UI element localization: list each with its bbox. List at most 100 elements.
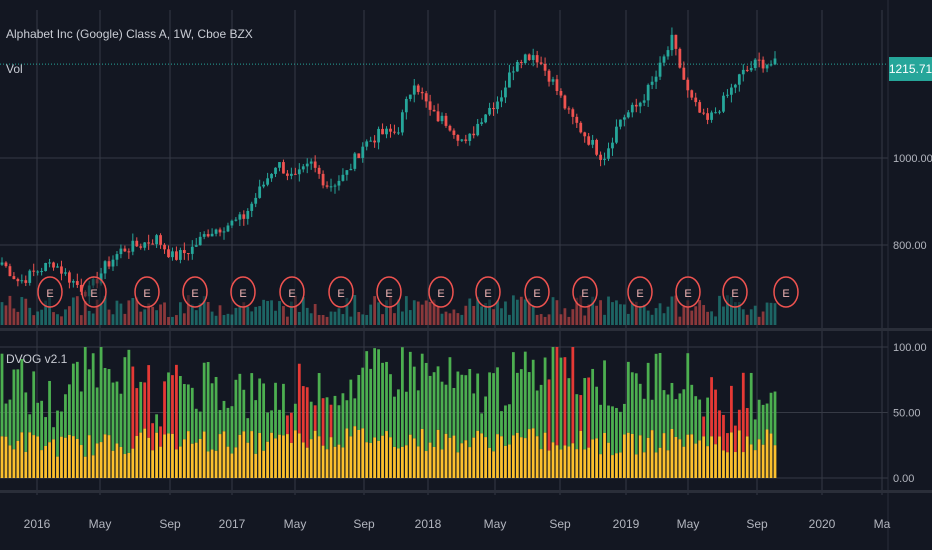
volume-bar	[333, 311, 337, 325]
candle-body	[714, 112, 717, 114]
volume-bar	[389, 295, 392, 325]
indicator-bar-base	[83, 456, 87, 478]
indicator-bar-top	[79, 391, 83, 446]
indicator-bar-base	[488, 447, 491, 478]
indicator-bar-top	[127, 349, 131, 453]
indicator-bar-base	[559, 449, 563, 478]
indicator-bar-base	[492, 451, 495, 478]
indicator-bar-base	[4, 436, 8, 478]
indicator-bar-top	[389, 374, 392, 438]
volume-bar	[511, 295, 515, 325]
earnings-marker: E	[428, 276, 454, 308]
volume-bar	[178, 302, 182, 325]
indicator-bar-base	[535, 436, 539, 478]
candle-body	[579, 122, 583, 133]
pane-separator	[0, 328, 932, 331]
candle-body	[733, 84, 737, 88]
indicator-bar-top	[599, 404, 602, 455]
indicator-bar-top	[745, 408, 749, 437]
indicator-bar-top	[103, 367, 107, 435]
indicator-bar-base	[603, 432, 606, 478]
indicator-bar-top	[293, 403, 297, 431]
candle-body	[20, 280, 24, 282]
volume-bar	[737, 302, 741, 325]
indicator-bar-base	[730, 432, 733, 478]
volume-bar	[448, 313, 452, 325]
indicator-bar-top	[16, 369, 20, 441]
earnings-circle	[328, 276, 354, 308]
volume-bar	[682, 306, 686, 325]
candle-body	[16, 279, 20, 282]
candle-body	[527, 54, 531, 60]
indicator-bar-base	[642, 452, 646, 478]
volume-bar	[175, 315, 178, 325]
time-tick-label: May	[677, 517, 700, 531]
volume-bar	[357, 312, 361, 325]
indicator-bar-base	[361, 428, 365, 478]
volume-bar	[642, 304, 646, 325]
volume-bar	[508, 314, 511, 325]
indicator-bar-top	[484, 396, 488, 438]
time-tick-label: 2019	[613, 517, 640, 531]
indicator-bar-top	[765, 403, 769, 430]
indicator-bar-top	[71, 363, 75, 437]
indicator-bar-top	[329, 404, 333, 438]
candle-body	[500, 97, 503, 102]
volume-bar	[282, 306, 285, 325]
earnings-marker: E	[81, 276, 107, 308]
indicator-bar-top	[730, 385, 733, 433]
indicator-bar-base	[761, 444, 765, 478]
earnings-marker: E	[773, 276, 799, 308]
indicator-bar-base	[682, 446, 686, 478]
candle-body	[452, 130, 456, 135]
last-price-badge: 1215.71	[889, 57, 932, 81]
indicator-bar-top	[393, 396, 396, 447]
indicator-bar-top	[654, 353, 658, 453]
candle-body	[242, 214, 246, 219]
indicator-bar-top	[492, 373, 495, 452]
indicator-bar-top	[464, 375, 468, 441]
indicator-bar-top	[706, 397, 709, 447]
indicator-bar-base	[654, 452, 658, 478]
indicator-bar-base	[317, 436, 321, 478]
earnings-circle	[475, 276, 501, 308]
earnings-marker: E	[376, 276, 402, 308]
indicator-bar-top	[56, 410, 59, 457]
candle-body	[139, 246, 143, 248]
indicator-bar-base	[91, 455, 95, 478]
candle-body	[345, 170, 349, 175]
volume-bar	[634, 301, 638, 325]
candle-body	[0, 262, 4, 265]
indicator-bar-top	[337, 405, 341, 445]
indicator-bar-base	[151, 450, 155, 478]
candle-body	[587, 136, 591, 145]
volume-bar	[646, 310, 650, 325]
candle-body	[159, 235, 162, 245]
candle-body	[198, 236, 202, 246]
indicator-bar-base	[234, 447, 238, 478]
volume-bar	[353, 295, 357, 325]
indicator-bar-top	[60, 411, 63, 437]
candle-body	[753, 59, 757, 69]
earnings-label: E	[143, 288, 150, 300]
volume-bar	[12, 308, 16, 325]
indicator-bar-base	[424, 451, 428, 478]
volume-bar	[373, 296, 377, 325]
indicator-bar-top	[155, 414, 158, 433]
indicator-bar-base	[389, 437, 392, 478]
candle-body	[175, 251, 178, 260]
indicator-bar-base	[293, 430, 297, 478]
indicator-bar-top	[563, 357, 567, 446]
indicator-bar-base	[468, 447, 472, 478]
candle-body	[424, 93, 428, 102]
volume-bar	[412, 300, 416, 325]
indicator-bar-base	[381, 435, 384, 478]
volume-bar	[638, 305, 642, 325]
volume-bar	[266, 300, 269, 325]
volume-bar	[567, 316, 571, 325]
indicator-bar-base	[123, 454, 127, 478]
candle-body	[289, 173, 293, 176]
candle-body	[274, 167, 277, 174]
earnings-circle	[279, 276, 305, 308]
indicator-bar-base	[258, 432, 262, 478]
